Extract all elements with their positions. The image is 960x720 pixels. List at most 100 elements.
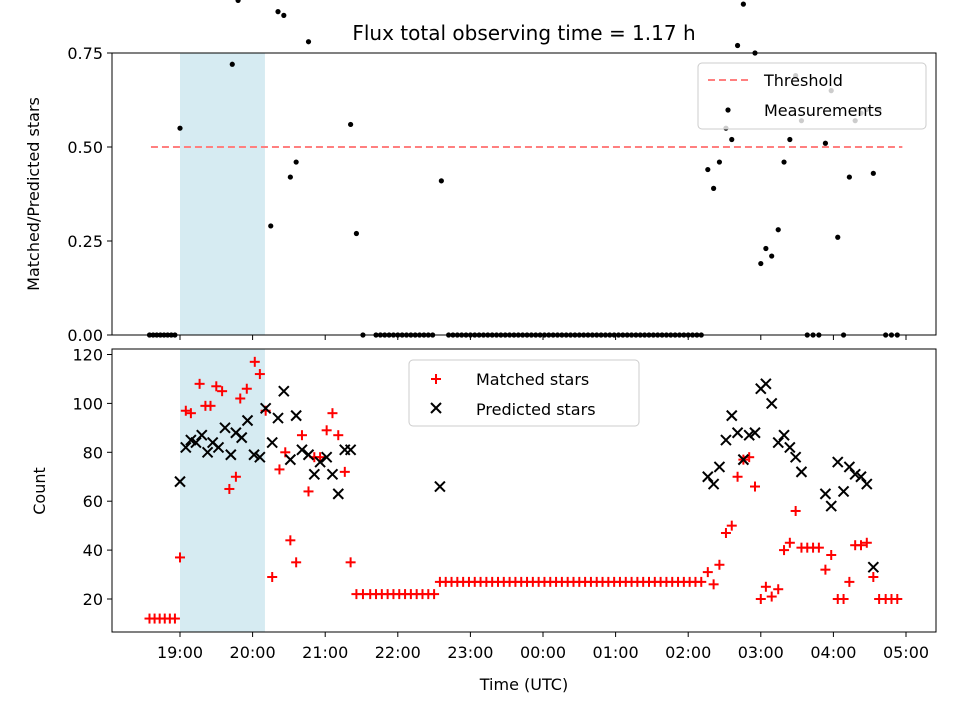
bottom-y-tick-label: 100 bbox=[72, 394, 103, 413]
legend-predicted-label: Predicted stars bbox=[476, 400, 596, 419]
x-tick-label: 04:00 bbox=[810, 643, 856, 662]
measurement-point bbox=[758, 260, 764, 267]
predicted-star-point bbox=[765, 397, 778, 410]
predicted-star-point bbox=[731, 427, 744, 439]
predicted-star-point bbox=[248, 449, 260, 461]
predicted-star-point bbox=[254, 451, 266, 463]
measurement-point bbox=[275, 9, 281, 15]
x-tick-label: 19:00 bbox=[157, 643, 203, 662]
predicted-star-point bbox=[726, 409, 738, 422]
measurement-point bbox=[305, 39, 312, 45]
matched-star-point bbox=[855, 540, 866, 551]
measurement-point bbox=[763, 245, 769, 252]
x-tick-label: 22:00 bbox=[375, 643, 421, 662]
matched-star-point bbox=[702, 567, 713, 578]
measurements-legend-swatch bbox=[725, 107, 731, 113]
top-y-axis-label: Matched/Predicted stars bbox=[24, 97, 43, 291]
matched-star-point bbox=[291, 557, 302, 568]
predicted-star-point bbox=[219, 422, 231, 434]
predicted-star-point bbox=[344, 444, 357, 456]
predicted-star-point bbox=[174, 475, 186, 488]
matched-star-point bbox=[296, 430, 307, 441]
measurement-point bbox=[287, 174, 293, 180]
x-tick-label: 02:00 bbox=[665, 643, 711, 662]
matched-star-point bbox=[235, 393, 246, 404]
predicted-star-point bbox=[743, 429, 755, 441]
measurement-point bbox=[348, 121, 354, 128]
matched-star-point bbox=[826, 549, 837, 560]
measurement-point bbox=[822, 140, 829, 146]
predicted-star-point bbox=[241, 414, 254, 427]
matched-star-point bbox=[696, 576, 707, 587]
top-y-tick-label: 0.00 bbox=[67, 326, 103, 345]
measurement-point bbox=[740, 1, 746, 7]
bottom-y-tick-label: 120 bbox=[72, 346, 103, 365]
top-y-tick-label: 0.50 bbox=[67, 138, 103, 157]
matched-star-point bbox=[217, 386, 228, 397]
predicted-star-point bbox=[296, 444, 308, 456]
predicted-star-point bbox=[180, 441, 192, 454]
measurement-point bbox=[846, 174, 852, 180]
predicted-star-point bbox=[795, 466, 808, 478]
legend-matched-label: Matched stars bbox=[476, 370, 589, 389]
bottom-y-axis-label: Count bbox=[30, 467, 49, 515]
matched-star-point bbox=[285, 535, 296, 546]
measurement-point bbox=[293, 159, 299, 165]
matched-star-point bbox=[230, 471, 241, 482]
matched-star-point bbox=[175, 552, 185, 563]
matched-star-point bbox=[779, 545, 790, 556]
measurement-point bbox=[870, 170, 876, 176]
predicted-star-point bbox=[201, 446, 214, 459]
predicted-star-point bbox=[737, 453, 750, 466]
matched-star-point bbox=[315, 452, 326, 463]
predicted-star-point bbox=[789, 451, 802, 463]
x-tick-label: 03:00 bbox=[738, 643, 784, 662]
x-tick-label: 05:00 bbox=[883, 643, 929, 662]
predicted-star-point bbox=[784, 441, 796, 454]
measurement-point bbox=[235, 0, 241, 3]
matched-star-point bbox=[726, 520, 737, 531]
measurement-point bbox=[787, 136, 793, 143]
legend-threshold-label: Threshold bbox=[763, 71, 843, 90]
matched-star-point bbox=[760, 581, 771, 592]
measurement-point bbox=[711, 185, 717, 191]
measurement-point bbox=[835, 234, 841, 240]
bottom-legend-box bbox=[408, 359, 640, 427]
predicted-star-point bbox=[212, 441, 225, 454]
x-tick-label: 21:00 bbox=[302, 643, 348, 662]
top-y-ticks: 0.000.250.500.751.001.25 bbox=[67, 44, 112, 345]
measurement-point bbox=[781, 159, 787, 165]
matched-star-point bbox=[813, 542, 824, 553]
predicted-star-point bbox=[190, 436, 202, 449]
measurement-point bbox=[716, 159, 723, 165]
matched-star-point bbox=[169, 613, 180, 624]
chart-title: Flux total observing time = 1.17 h bbox=[352, 21, 695, 45]
matched-star-point bbox=[755, 594, 766, 604]
matched-star-point bbox=[333, 430, 344, 441]
matched-star-point bbox=[820, 564, 831, 575]
matched-star-point bbox=[321, 425, 332, 436]
measurement-point bbox=[353, 230, 360, 237]
predicted-star-point bbox=[772, 436, 784, 449]
matched-star-point bbox=[732, 471, 743, 482]
bottom-y-ticks: 20 40 60 80 100 120 bbox=[72, 346, 112, 609]
measurement-point bbox=[177, 125, 183, 131]
x-tick-label: 23:00 bbox=[447, 643, 493, 662]
predicted-star-point bbox=[837, 485, 850, 498]
matched-star-point bbox=[274, 464, 285, 475]
matched-star-point bbox=[339, 466, 350, 477]
matched-star-point bbox=[844, 576, 855, 587]
measurement-point bbox=[729, 136, 735, 143]
highlight-span-top bbox=[180, 53, 265, 335]
measurement-point bbox=[281, 12, 287, 18]
legend-measurements-label: Measurements bbox=[764, 101, 882, 120]
bottom-y-tick-label: 20 bbox=[83, 590, 103, 609]
bottom-legend: Matched stars Predicted stars bbox=[408, 359, 640, 427]
matched-star-point bbox=[254, 369, 265, 380]
matched-star-point bbox=[790, 505, 801, 516]
predicted-star-point bbox=[702, 471, 714, 483]
predicted-star-point bbox=[760, 378, 772, 390]
bottom-axes-frame bbox=[111, 348, 937, 633]
matched-star-point bbox=[838, 594, 849, 604]
